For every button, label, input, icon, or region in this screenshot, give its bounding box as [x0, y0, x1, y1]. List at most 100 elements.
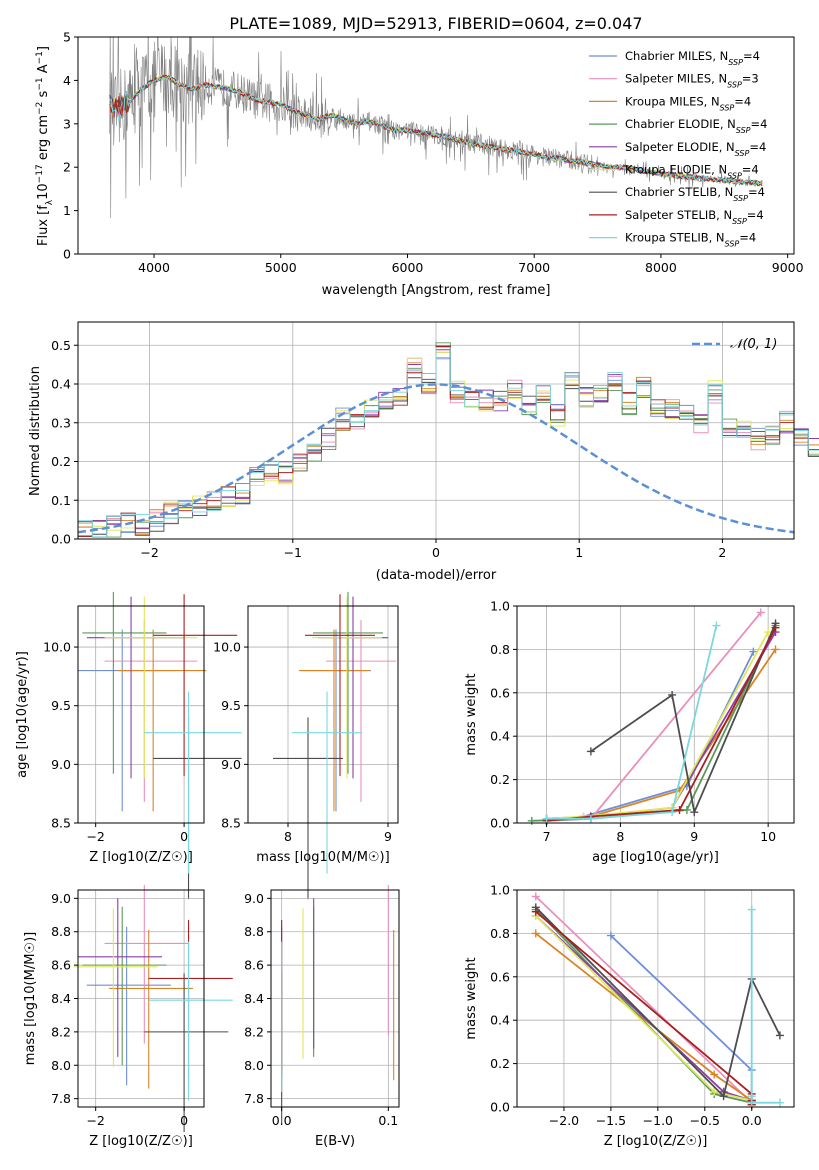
- legend-label: Kroupa MILES, NSSP=4: [625, 94, 751, 112]
- y-tick-label: 9.0: [51, 757, 71, 772]
- x-tick-label: 8000: [645, 260, 677, 275]
- legend-label: Chabrier STELIB, NSSP=4: [625, 185, 765, 203]
- weight-age-marker: [586, 814, 595, 823]
- age-vs-mass-panel: 8 9 8.5 9.0 9.5 10.0 mass [log10(M/M☉)]: [213, 591, 399, 900]
- y-tick-label: 8.5: [51, 816, 71, 831]
- y-tick-label: 0: [63, 247, 71, 262]
- x-tick-label: 7000: [518, 260, 550, 275]
- y-tick-label: 9.0: [51, 891, 71, 906]
- gaussian-curve: [77, 383, 795, 534]
- weight-age-marker: [675, 805, 684, 814]
- weight-age-marker: [668, 690, 677, 699]
- weight-Z-marker: [719, 1092, 728, 1101]
- weight-vs-age-ylabel: mass weight: [464, 673, 479, 755]
- model-spectrum-line: [109, 74, 763, 187]
- x-tick-label: 1: [575, 545, 583, 560]
- legend-label: Salpeter MILES, NSSP=3: [625, 72, 759, 90]
- y-tick-label: 0.6: [490, 685, 510, 700]
- y-tick-label: 0.0: [490, 816, 510, 831]
- y-tick-label: 8.4: [244, 991, 264, 1006]
- weight-Z-marker: [775, 1031, 784, 1040]
- x-tick-label: 0: [432, 545, 440, 560]
- legend-label: Salpeter ELODIE, NSSP=4: [625, 140, 766, 158]
- x-tick-label: 8: [284, 829, 292, 844]
- y-tick-label: 10.0: [43, 640, 71, 655]
- y-tick-label: 0.0: [490, 1100, 510, 1115]
- legend-label: Chabrier MILES, NSSP=4: [625, 49, 760, 67]
- weight-vs-age-xlabel: age [log10(age/yr)]: [592, 850, 719, 865]
- y-tick-label: 8.8: [244, 924, 264, 939]
- legend-label: Chabrier ELODIE, NSSP=4: [625, 117, 767, 135]
- y-tick-label: 8.0: [244, 1058, 264, 1073]
- weight-Z-line: [535, 895, 753, 1105]
- weight-Z-marker: [747, 1098, 756, 1107]
- weight-Z-marker: [531, 907, 540, 916]
- y-tick-label: 8.6: [244, 958, 264, 973]
- age-vs-Z-panel: −2 0 8.5 9.0 9.5 10.0 Z [log10(Z/Z☉)] age [log1…: [15, 591, 242, 900]
- weight-vs-age-panel: 7 8 9 10 0.0 0.2 0.4 0.6 0.8 1.0 age [log10(age/yr…: [464, 599, 795, 865]
- y-tick-label: 0.3: [51, 415, 71, 430]
- weight-age-marker: [542, 814, 551, 823]
- residual-legend: 𝒩(0, 1): [692, 337, 777, 352]
- spectrum-panel: PLATE=1089, MJD=52913, FIBERID=0604, z=0…: [35, 14, 804, 298]
- x-tick-label: 8: [616, 829, 624, 844]
- x-tick-label: −2.0: [549, 1113, 579, 1128]
- weight-Z-marker: [747, 905, 756, 914]
- axes-frame: [77, 605, 205, 824]
- age-vs-Z-ylabel: age [log10(age/yr)]: [15, 651, 30, 778]
- mass-vs-Z-panel: −2 0 7.8 8.0 8.2 8.4 8.6 8.8 9.0 Z [log10(Z/Z☉)] m…: [23, 884, 233, 1149]
- weight-age-line: [546, 627, 777, 822]
- weight-age-marker: [771, 645, 780, 654]
- residual-ylabel: Normed distribution: [28, 366, 43, 496]
- legend-label: Salpeter STELIB, NSSP=4: [625, 208, 764, 226]
- weight-age-line: [546, 631, 769, 820]
- spectrum-xlabel: wavelength [Angstrom, rest frame]: [322, 283, 551, 298]
- residual-histogram: [78, 347, 819, 538]
- axes-frame: [247, 605, 399, 824]
- y-tick-label: 0.0: [51, 532, 71, 547]
- x-tick-label: −2: [86, 829, 104, 844]
- weight-age-marker: [771, 623, 780, 632]
- x-tick-label: 0: [180, 1113, 188, 1128]
- y-tick-label: 8.2: [244, 1024, 264, 1039]
- x-tick-label: 5000: [265, 260, 297, 275]
- x-tick-label: 0.1: [378, 1113, 398, 1128]
- weight-vs-Z-panel: −2.0 −1.5 −1.0 −0.5 0.0 0.0 0.2 0.4 0.6 0.8 1.0 Z […: [464, 883, 795, 1149]
- weight-Z-marker: [710, 1087, 719, 1096]
- x-tick-label: 4000: [138, 260, 170, 275]
- x-tick-label: 0.0: [272, 1113, 292, 1128]
- weight-age-line: [590, 623, 777, 816]
- x-tick-label: 0.0: [742, 1113, 762, 1128]
- x-tick-label: 10: [760, 829, 776, 844]
- x-tick-label: 0: [180, 829, 188, 844]
- y-tick-label: 9.0: [244, 891, 264, 906]
- x-tick-label: 9000: [772, 260, 804, 275]
- x-tick-label: −2: [140, 545, 158, 560]
- spectrum-title: PLATE=1089, MJD=52913, FIBERID=0604, z=0…: [229, 14, 642, 33]
- weight-Z-marker: [531, 892, 540, 901]
- axes-frame: [516, 889, 795, 1108]
- y-tick-label: 0.4: [490, 1013, 510, 1028]
- weight-age-line: [531, 625, 777, 822]
- age-vs-Z-xlabel: Z [log10(Z/Z☉)]: [89, 850, 193, 865]
- model-spectrum-line: [109, 76, 763, 187]
- y-tick-label: 0.2: [51, 454, 71, 469]
- x-tick-label: −1.5: [596, 1113, 626, 1128]
- y-tick-label: 8.5: [221, 816, 241, 831]
- y-tick-label: 8.2: [51, 1024, 71, 1039]
- y-tick-label: 9.5: [221, 698, 241, 713]
- y-tick-label: 8.4: [51, 991, 71, 1006]
- x-tick-label: 7: [543, 829, 551, 844]
- mass-vs-ebv-xlabel: E(B-V): [315, 1134, 355, 1149]
- model-spectrum-line: [109, 74, 763, 187]
- x-tick-label: 9: [690, 829, 698, 844]
- weight-age-line: [546, 631, 777, 820]
- weight-Z-line: [535, 906, 781, 1098]
- weight-Z-marker: [775, 1098, 784, 1107]
- y-tick-label: 1: [63, 203, 71, 218]
- x-tick-label: −1.0: [643, 1113, 673, 1128]
- weight-age-marker: [749, 647, 758, 656]
- y-tick-label: 8.0: [51, 1058, 71, 1073]
- y-tick-label: 0.2: [490, 772, 510, 787]
